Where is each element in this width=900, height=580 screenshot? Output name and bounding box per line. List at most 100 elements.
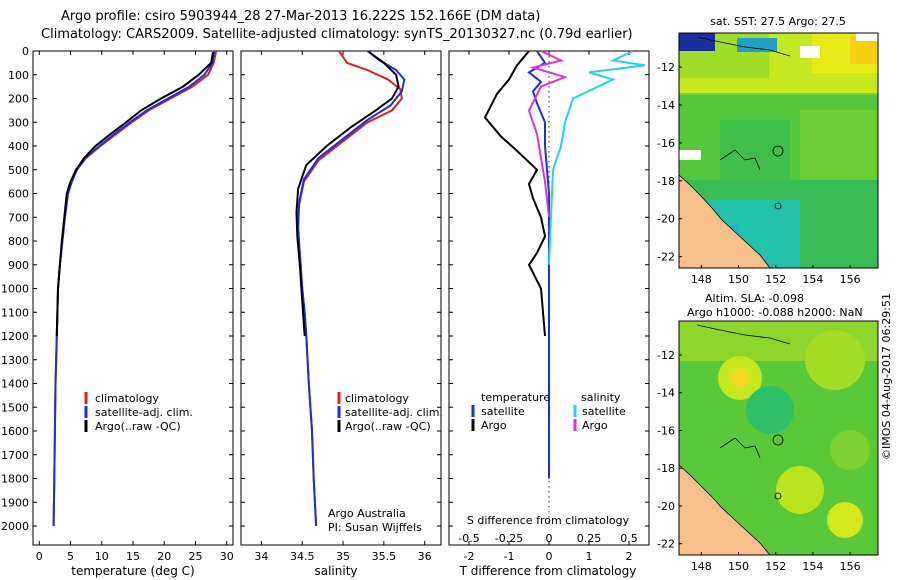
x-tick-label: 0 — [36, 550, 43, 563]
series-s-argo — [527, 51, 569, 218]
y-tick-label: 0 — [22, 45, 29, 58]
salinity-legend: climatology satellite-adj. clim. Argo(..… — [337, 392, 443, 433]
y-tick-label: 1800 — [1, 473, 29, 486]
difference-legend: temperature satellite Argo salinity sate… — [471, 391, 626, 432]
y-tick-label: 200 — [8, 93, 29, 106]
sst-map-frame — [678, 32, 879, 269]
y-tick-label: 1200 — [1, 330, 29, 343]
x-tick-label: 20 — [157, 550, 171, 563]
y-tick-label: 1700 — [1, 449, 29, 462]
map-y-tick-label: -22 — [657, 251, 675, 264]
y-tick-label: 400 — [8, 140, 29, 153]
legend-label-t-satellite: satellite — [481, 405, 525, 418]
y-tick-label: 900 — [8, 259, 29, 272]
y-tick-label: 700 — [8, 211, 29, 224]
x-tick-label: 15 — [126, 550, 140, 563]
sst-map-title: sat. SST: 27.5 Argo: 27.5 — [710, 15, 846, 28]
x-tick-label: 34.5 — [290, 550, 315, 563]
legend-label-climatology: climatology — [345, 392, 409, 405]
map-x-tick-label: 148 — [691, 560, 712, 573]
map-y-tick-label: -18 — [657, 462, 675, 475]
pi-label: PI: Susan Wijffels — [328, 521, 422, 534]
legend-label-satellite: satellite-adj. clim. — [345, 406, 443, 419]
map-x-tick-label: 148 — [691, 273, 712, 286]
map-y-tick-label: -16 — [657, 137, 675, 150]
s-difference-label: S difference from climatology — [467, 514, 630, 527]
series-s-satellite — [548, 51, 646, 265]
sla-title-line-2: Argo h1000: -0.088 h2000: NaN — [687, 306, 863, 319]
x-tick-label: 34 — [254, 550, 268, 563]
y-tick-label: 500 — [8, 164, 29, 177]
s-tick-label: -0.5 — [458, 532, 479, 545]
sla-map — [679, 321, 878, 555]
y-tick-label: 1000 — [1, 283, 29, 296]
title-line-2: Climatology: CARS2009. Satellite-adjuste… — [41, 27, 633, 42]
map-x-tick-label: 154 — [802, 273, 823, 286]
map-x-tick-label: 152 — [765, 273, 786, 286]
series-climatology — [52, 51, 218, 527]
x-tick-label: -1 — [504, 550, 515, 563]
x-tick-label: 1 — [586, 550, 593, 563]
x-tick-label: 35.5 — [372, 550, 397, 563]
legend-title-salinity: salinity — [581, 391, 621, 404]
map-x-tick-label: 150 — [728, 273, 749, 286]
map-y-tick-label: -16 — [657, 424, 675, 437]
sst-map — [679, 33, 878, 268]
salinity-panel — [240, 50, 442, 546]
y-tick-label: 800 — [8, 235, 29, 248]
series-satellite-adj-clim- — [297, 51, 406, 527]
y-tick-label: 1400 — [1, 378, 29, 391]
legend-label-argo: Argo(..raw -QC) — [95, 420, 181, 433]
y-tick-label: 1600 — [1, 425, 29, 438]
y-tick-label: 2000 — [1, 520, 29, 533]
map-x-tick-label: 150 — [728, 560, 749, 573]
series-t-satellite — [527, 51, 550, 479]
temperature-panel — [32, 50, 234, 546]
legend-label-satellite: satellite-adj. clim. — [95, 406, 193, 419]
map-y-tick-label: -20 — [657, 500, 675, 513]
s-tick-label: 0 — [546, 532, 553, 545]
y-tick-label: 1300 — [1, 354, 29, 367]
legend-label-argo: Argo(..raw -QC) — [345, 420, 431, 433]
x-tick-label: 30 — [220, 550, 234, 563]
s-tick-label: 0.5 — [620, 532, 638, 545]
x-tick-label: 0 — [546, 550, 553, 563]
sla-title-line-1: Altim. SLA: -0.098 — [705, 292, 804, 305]
temperature-xlabel: temperature (deg C) — [71, 564, 194, 578]
map-y-tick-label: -12 — [657, 349, 675, 362]
x-tick-label: 25 — [189, 550, 203, 563]
map-y-tick-label: -22 — [657, 538, 675, 551]
imos-timestamp: ©IMOS 04-Aug-2017 06:29:51 — [880, 293, 893, 460]
y-tick-label: 1100 — [1, 306, 29, 319]
title-line-1: Argo profile: csiro 5903944_28 27-Mar-20… — [61, 9, 541, 24]
x-tick-label: 10 — [95, 550, 109, 563]
series-argo-raw-qc- — [55, 52, 214, 337]
y-tick-label: 600 — [8, 188, 29, 201]
y-tick-label: 1500 — [1, 401, 29, 414]
legend-title-temperature: temperature — [481, 391, 550, 404]
map-y-tick-label: -14 — [657, 387, 675, 400]
map-x-tick-label: 156 — [840, 273, 861, 286]
salinity-xlabel: salinity — [314, 564, 357, 578]
series-argo-raw-qc- — [295, 51, 400, 337]
s-tick-label: -0.25 — [495, 532, 523, 545]
legend-label-t-argo: Argo — [481, 419, 507, 432]
x-tick-label: 36 — [418, 550, 432, 563]
temperature-legend: climatology satellite-adj. clim. Argo(..… — [84, 392, 193, 433]
map-x-tick-label: 154 — [802, 560, 823, 573]
map-y-tick-label: -18 — [657, 175, 675, 188]
x-tick-label: 2 — [626, 550, 633, 563]
legend-label-climatology: climatology — [95, 392, 159, 405]
map-y-tick-label: -14 — [657, 99, 675, 112]
y-tick-label: 300 — [8, 116, 29, 129]
t-difference-xlabel: T difference from climatology — [459, 564, 637, 578]
map-y-tick-label: -20 — [657, 213, 675, 226]
legend-label-s-argo: Argo — [582, 419, 608, 432]
x-tick-label: 35 — [336, 550, 350, 563]
series-satellite-adj-clim- — [52, 51, 216, 527]
legend-label-s-satellite: satellite — [582, 405, 626, 418]
s-tick-label: 0.25 — [577, 532, 602, 545]
argo-australia-label: Argo Australia — [328, 507, 406, 520]
y-tick-label: 100 — [8, 69, 29, 82]
